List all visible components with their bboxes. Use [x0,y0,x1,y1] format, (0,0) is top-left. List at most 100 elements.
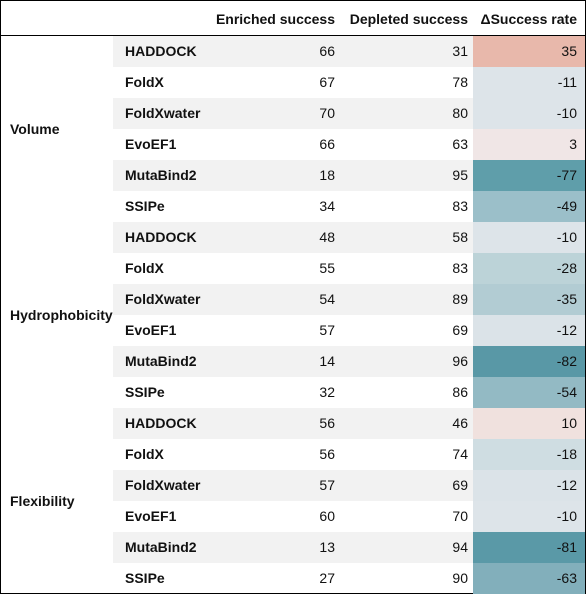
row-background [113,532,473,563]
enriched-success-value: 13 [319,539,335,555]
table-row: FoldXwater 54 89 -35 [1,284,585,315]
delta-success-rate-value: -77 [473,160,585,191]
table-row: MutaBind2 13 94 -81 [1,532,585,563]
table-row: HADDOCK 66 31 35 [1,36,585,67]
enriched-success-value: 14 [319,353,335,369]
method-name: SSIPe [125,570,165,586]
delta-success-rate-value: -11 [473,67,585,98]
method-name: FoldX [125,446,164,462]
method-name: EvoEF1 [125,508,177,524]
depleted-success-value: 83 [452,260,468,276]
delta-success-rate-value: -12 [473,470,585,501]
group-label: Flexibility [10,493,75,509]
delta-success-rate-value: -49 [473,191,585,222]
method-name: EvoEF1 [125,322,177,338]
enriched-success-value: 48 [319,229,335,245]
table-row: EvoEF1 66 63 3 [1,129,585,160]
method-name: FoldXwater [125,477,201,493]
depleted-success-value: 89 [452,291,468,307]
table-row: FoldXwater 70 80 -10 [1,98,585,129]
method-name: MutaBind2 [125,353,197,369]
method-name: SSIPe [125,384,165,400]
table-row: SSIPe 32 86 -54 [1,377,585,408]
delta-success-rate-value: -10 [473,501,585,532]
depleted-success-value: 80 [452,105,468,121]
table-row: FoldX 55 83 -28 [1,253,585,284]
delta-success-rate-value: 10 [473,408,585,439]
table-row: EvoEF1 57 69 -12 [1,315,585,346]
delta-success-rate-value: 3 [473,129,585,160]
header-depleted-success: Depleted success [349,11,468,27]
method-name: FoldX [125,74,164,90]
table-row: MutaBind2 14 96 -82 [1,346,585,377]
row-background [113,346,473,377]
enriched-success-value: 67 [319,74,335,90]
table-header: Enriched success Depleted success ΔSucce… [1,1,585,36]
enriched-success-value: 66 [319,136,335,152]
delta-success-rate-value: -28 [473,253,585,284]
depleted-success-value: 86 [452,384,468,400]
delta-success-rate-value: -81 [473,532,585,563]
enriched-success-value: 54 [319,291,335,307]
method-name: FoldX [125,260,164,276]
depleted-success-value: 63 [452,136,468,152]
table-row: FoldXwater 57 69 -12 [1,470,585,501]
enriched-success-value: 56 [319,415,335,431]
delta-success-rate-value: -35 [473,284,585,315]
enriched-success-value: 55 [319,260,335,276]
method-name: HADDOCK [125,415,197,431]
row-background [113,98,473,129]
delta-success-rate-value: -12 [473,315,585,346]
depleted-success-value: 90 [452,570,468,586]
method-name: MutaBind2 [125,539,197,555]
enriched-success-value: 18 [319,167,335,183]
depleted-success-value: 95 [452,167,468,183]
depleted-success-value: 74 [452,446,468,462]
depleted-success-value: 94 [452,539,468,555]
method-name: SSIPe [125,198,165,214]
method-name: FoldXwater [125,291,201,307]
method-name: FoldXwater [125,105,201,121]
method-name: EvoEF1 [125,136,177,152]
group-label: Hydrophobicity [10,307,113,323]
header-delta-success-rate: ΔSuccess rate [480,11,577,27]
header-enriched-success: Enriched success [215,11,335,27]
table-row: SSIPe 34 83 -49 [1,191,585,222]
delta-success-rate-value: -63 [473,563,585,594]
row-background [113,222,473,253]
row-background [113,284,473,315]
depleted-success-value: 58 [452,229,468,245]
depleted-success-value: 96 [452,353,468,369]
table-row: FoldX 56 74 -18 [1,439,585,470]
depleted-success-value: 46 [452,415,468,431]
table-row: FoldX 67 78 -11 [1,67,585,98]
enriched-success-value: 57 [319,477,335,493]
enriched-success-value: 32 [319,384,335,400]
depleted-success-value: 70 [452,508,468,524]
row-background [113,160,473,191]
method-name: MutaBind2 [125,167,197,183]
method-name: HADDOCK [125,43,197,59]
method-name: HADDOCK [125,229,197,245]
enriched-success-value: 60 [319,508,335,524]
enriched-success-value: 34 [319,198,335,214]
table-row: MutaBind2 18 95 -77 [1,160,585,191]
depleted-success-value: 31 [452,43,468,59]
enriched-success-value: 56 [319,446,335,462]
row-background [113,36,473,67]
delta-success-rate-value: -10 [473,222,585,253]
delta-success-rate-value: -10 [473,98,585,129]
table-row: HADDOCK 48 58 -10 [1,222,585,253]
row-background [113,470,473,501]
enriched-success-value: 66 [319,43,335,59]
depleted-success-value: 78 [452,74,468,90]
delta-success-rate-value: 35 [473,36,585,67]
delta-success-rate-value: -54 [473,377,585,408]
depleted-success-value: 83 [452,198,468,214]
enriched-success-value: 70 [319,105,335,121]
depleted-success-value: 69 [452,477,468,493]
delta-success-rate-value: -82 [473,346,585,377]
table-row: SSIPe 27 90 -63 [1,563,585,594]
table-row: EvoEF1 60 70 -10 [1,501,585,532]
